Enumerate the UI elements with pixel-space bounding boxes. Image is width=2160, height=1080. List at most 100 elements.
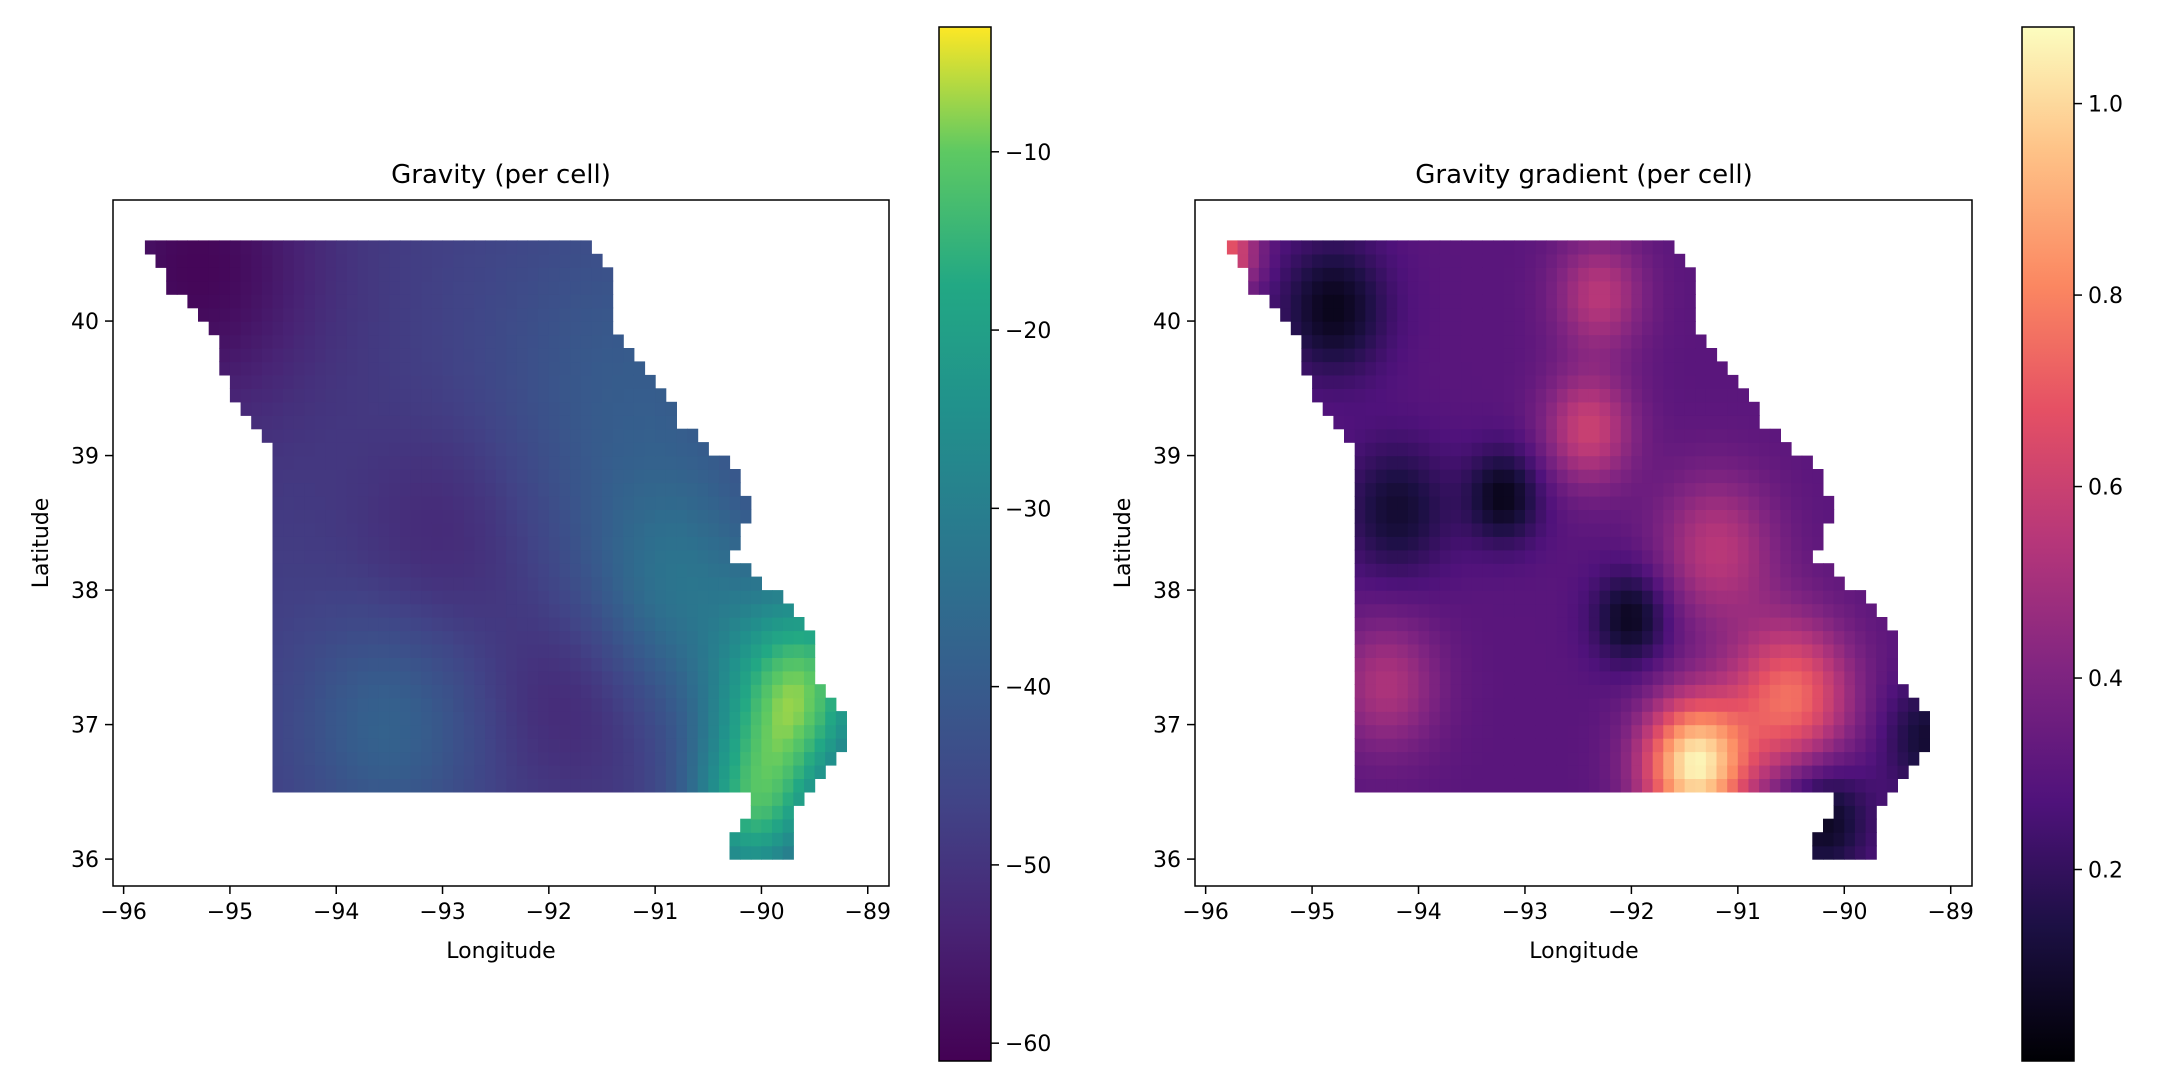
grid-cell: [1439, 617, 1451, 632]
grid-cell: [400, 670, 412, 685]
grid-cell: [580, 442, 592, 457]
grid-cell: [1461, 630, 1473, 645]
grid-cell: [1471, 253, 1483, 268]
grid-cell: [655, 495, 667, 510]
grid-cell: [580, 643, 592, 658]
grid-cell: [1535, 267, 1547, 282]
grid-cell: [1801, 711, 1813, 726]
grid-cell: [1386, 428, 1398, 443]
grid-cell: [580, 469, 592, 484]
grid-cell: [1556, 630, 1569, 645]
grid-cell: [325, 442, 337, 457]
grid-cell: [400, 563, 412, 578]
grid-cell: [421, 603, 433, 618]
grid-cell: [1801, 684, 1813, 699]
grid-cell: [655, 738, 667, 753]
grid-cell: [1439, 361, 1451, 376]
grid-cell: [591, 253, 603, 268]
grid-cell: [687, 469, 699, 484]
grid-cell: [1493, 563, 1505, 578]
grid-cell: [1674, 482, 1686, 497]
grid-cell: [1386, 388, 1398, 403]
grid-cell: [1397, 267, 1409, 282]
grid-cell: [378, 764, 390, 779]
grid-cell: [240, 348, 252, 363]
grid-cell: [1620, 361, 1632, 376]
grid-cell: [1599, 643, 1611, 658]
grid-cell: [506, 549, 518, 564]
grid-cell: [1439, 509, 1451, 524]
grid-cell: [1503, 240, 1515, 255]
grid-cell: [1365, 374, 1377, 389]
grid-cell: [1642, 321, 1654, 336]
grid-cell: [591, 697, 603, 712]
x-tick-label: −92: [526, 900, 572, 925]
grid-cell: [527, 778, 539, 793]
grid-cell: [495, 307, 507, 322]
grid-cell: [1759, 455, 1771, 470]
grid-cell: [1599, 374, 1611, 389]
grid-cell: [1514, 253, 1526, 268]
grid-cell: [1791, 751, 1803, 766]
grid-cell: [1567, 684, 1579, 699]
grid-cell: [591, 576, 603, 591]
grid-cell: [1439, 684, 1451, 699]
grid-cell: [1482, 630, 1494, 645]
grid-cell: [740, 590, 752, 605]
grid-cell: [1578, 321, 1590, 336]
grid-cell: [1556, 509, 1569, 524]
grid-cell: [1737, 495, 1749, 510]
grid-cell: [431, 657, 444, 672]
grid-cell: [1439, 455, 1451, 470]
grid-cell: [1407, 549, 1420, 564]
grid-cell: [389, 576, 401, 591]
grid-cell: [1652, 590, 1664, 605]
grid-cell: [1631, 361, 1643, 376]
grid-cell: [527, 509, 539, 524]
grid-cell: [315, 697, 327, 712]
grid-cell: [1450, 576, 1462, 591]
grid-cell: [410, 455, 422, 470]
grid-cell: [1429, 401, 1441, 416]
grid-cell: [1375, 670, 1388, 685]
grid-cell: [1801, 590, 1813, 605]
grid-cell: [1354, 267, 1366, 282]
grid-cell: [1716, 401, 1728, 416]
grid-cell: [315, 388, 327, 403]
grid-cell: [1439, 522, 1451, 537]
grid-cell: [1780, 711, 1792, 726]
grid-cell: [1344, 280, 1356, 295]
grid-cell: [1769, 684, 1781, 699]
grid-cell: [485, 778, 497, 793]
grid-cell: [804, 697, 816, 712]
grid-cell: [1844, 643, 1856, 658]
grid-cell: [1588, 576, 1600, 591]
grid-cell: [1333, 348, 1345, 363]
grid-cell: [293, 751, 305, 766]
grid-cell: [708, 778, 720, 793]
grid-cell: [1344, 267, 1356, 282]
grid-cell: [219, 321, 231, 336]
grid-cell: [1312, 240, 1324, 255]
grid-cell: [580, 724, 592, 739]
grid-cell: [559, 751, 571, 766]
grid-cell: [1461, 361, 1473, 376]
grid-cell: [1397, 321, 1409, 336]
grid-cell: [378, 684, 390, 699]
grid-cell: [506, 388, 518, 403]
grid-cell: [1375, 590, 1388, 605]
grid-cell: [1652, 778, 1664, 793]
grid-cell: [1439, 536, 1451, 551]
grid-cell: [1897, 738, 1909, 753]
grid-cell: [463, 442, 475, 457]
grid-cell: [697, 563, 709, 578]
grid-cell: [516, 428, 529, 443]
grid-cell: [453, 348, 465, 363]
grid-cell: [1642, 590, 1654, 605]
grid-cell: [1503, 724, 1515, 739]
grid-cell: [1652, 455, 1664, 470]
grid-cell: [612, 697, 624, 712]
grid-cell: [1535, 764, 1547, 779]
grid-cell: [538, 563, 550, 578]
grid-cell: [442, 657, 454, 672]
